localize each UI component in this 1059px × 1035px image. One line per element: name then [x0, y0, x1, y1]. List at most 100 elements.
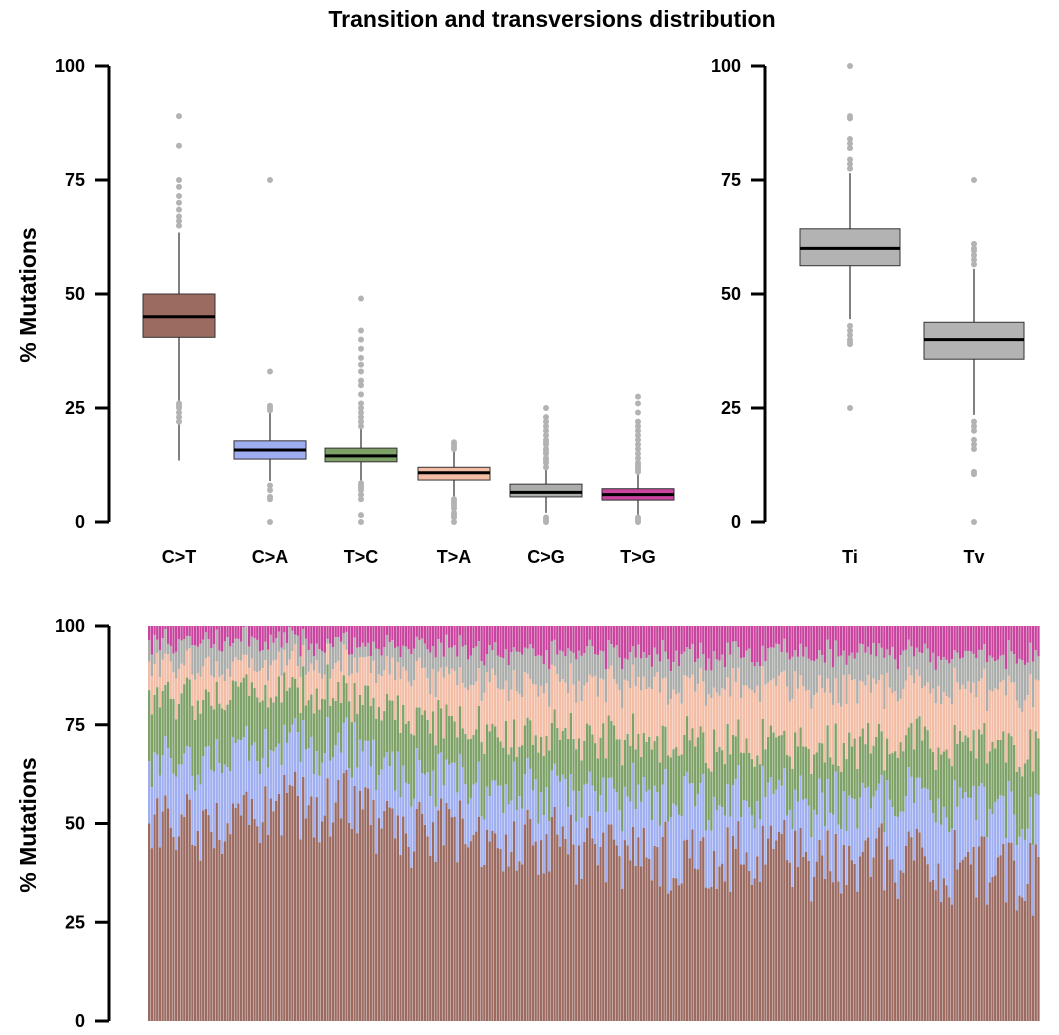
bar-segment-c-to-g	[569, 650, 572, 664]
bar-segment-t-to-g	[672, 626, 675, 663]
bar-segment-c-to-g	[166, 643, 170, 655]
bar-segment-t-to-c	[399, 732, 402, 798]
bar-segment-c-to-g	[639, 658, 643, 691]
bar-segment-t-to-a	[675, 694, 678, 748]
bar-segment-t-to-c	[418, 707, 421, 761]
bar-segment-c-to-t	[453, 816, 456, 1021]
bar-segment-c-to-t	[431, 822, 435, 1021]
bar-segment-c-to-a	[537, 823, 540, 875]
bar-segment-c-to-t	[353, 785, 356, 1021]
bar-segment-t-to-c	[553, 709, 556, 764]
bar-segment-t-to-g	[964, 626, 967, 652]
bar-segment-t-to-a	[175, 678, 178, 720]
bar-segment-t-to-g	[280, 626, 283, 648]
bar-segment-t-to-c	[967, 737, 970, 798]
bar-segment-c-to-g	[1012, 654, 1016, 683]
bar-segment-c-to-t	[220, 853, 224, 1021]
bar-segment-c-to-a	[461, 767, 464, 819]
bar-segment-c-to-a	[723, 815, 727, 882]
bar-segment-c-to-a	[345, 717, 348, 770]
bar-segment-c-to-a	[899, 811, 902, 871]
bar-segment-t-to-g	[202, 626, 205, 640]
bar-segment-t-to-g	[591, 626, 594, 647]
bar-segment-c-to-t	[842, 844, 845, 1021]
bar-segment-t-to-c	[275, 696, 278, 748]
bar-segment-c-to-g	[812, 661, 816, 696]
bar-segment-c-to-a	[480, 816, 483, 867]
bar-segment-c-to-a	[826, 779, 829, 831]
bar-segment-c-to-t	[929, 881, 932, 1021]
bar-segment-c-to-a	[545, 787, 548, 835]
bar-segment-c-to-g	[664, 651, 667, 678]
bar-segment-t-to-c	[488, 731, 491, 797]
bar-segment-c-to-t	[766, 838, 770, 1021]
bar-segment-c-to-g	[218, 650, 221, 677]
bar-segment-t-to-a	[337, 660, 340, 682]
bar-segment-t-to-c	[348, 701, 351, 769]
bar-segment-c-to-g	[621, 669, 624, 709]
bar-segment-t-to-a	[996, 689, 1000, 740]
bar-segment-c-to-g	[726, 642, 729, 678]
bar-segment-t-to-a	[375, 683, 378, 719]
bar-segment-c-to-a	[610, 777, 613, 825]
bar-segment-t-to-g	[675, 626, 678, 651]
bar-segment-t-to-g	[175, 626, 178, 652]
bar-segment-t-to-a	[218, 676, 221, 704]
substitution-category-labels: C>T C>A T>C T>A C>G T>G	[162, 547, 656, 567]
bar-segment-c-to-a	[248, 760, 251, 825]
bar-segment-c-to-g	[421, 638, 424, 668]
bar-segment-c-to-a	[1037, 795, 1040, 857]
bar-segment-c-to-a	[510, 800, 513, 852]
outlier-point	[635, 432, 641, 439]
bar-segment-t-to-g	[480, 626, 483, 662]
bar-segment-c-to-t	[412, 851, 416, 1021]
bar-segment-c-to-t	[442, 845, 445, 1021]
bar-segment-t-to-g	[894, 626, 897, 660]
x-tick-label: C>G	[527, 547, 565, 567]
bar-segment-c-to-t	[1010, 842, 1013, 1021]
bar-segment-c-to-t	[456, 862, 459, 1021]
bar-segment-c-to-a	[512, 761, 516, 822]
bar-segment-t-to-g	[845, 626, 848, 665]
bar-segment-t-to-a	[710, 698, 713, 772]
bar-segment-t-to-c	[564, 727, 567, 780]
outlier-point	[847, 336, 853, 343]
bar-segment-c-to-a	[431, 770, 435, 823]
x-tick-label: T>A	[437, 547, 472, 567]
x-tick-label: Ti	[842, 547, 858, 567]
bar-segment-t-to-c	[404, 723, 408, 783]
bar-segment-t-to-g	[791, 626, 794, 657]
bar-segment-c-to-a	[566, 806, 570, 855]
bar-segment-c-to-a	[983, 786, 986, 837]
bar-segment-c-to-g	[331, 647, 335, 670]
bar-segment-c-to-t	[488, 841, 491, 1021]
bar-segment-t-to-c	[756, 755, 759, 802]
bar-segment-t-to-c	[372, 697, 375, 740]
bar-segment-t-to-c	[588, 725, 591, 772]
bar-segment-t-to-a	[483, 692, 486, 754]
outlier-point	[358, 491, 364, 498]
bar-segment-c-to-t	[491, 830, 494, 1021]
bar-segment-c-to-g	[934, 669, 937, 704]
bar-segment-c-to-t	[175, 850, 178, 1021]
bar-segment-t-to-a	[277, 651, 281, 677]
bar-segment-c-to-g	[750, 662, 754, 690]
bar-segment-c-to-t	[150, 848, 153, 1021]
bar-segment-t-to-g	[823, 626, 827, 663]
bar-segment-t-to-c	[164, 684, 167, 737]
bar-segment-c-to-t	[477, 816, 481, 1021]
bar-segment-c-to-t	[272, 811, 275, 1021]
bar-segment-c-to-t	[794, 830, 797, 1021]
bar-segment-c-to-t	[729, 891, 732, 1021]
bar-segment-t-to-c	[193, 719, 197, 791]
bar-segment-t-to-a	[810, 708, 813, 775]
bar-segment-t-to-a	[496, 688, 499, 738]
bar-segment-t-to-g	[712, 626, 716, 651]
bar-segment-c-to-a	[761, 765, 764, 826]
bar-segment-c-to-t	[899, 870, 902, 1021]
bar-segment-t-to-c	[585, 723, 589, 784]
bar-segment-t-to-g	[380, 626, 383, 656]
bar-segment-t-to-a	[721, 688, 724, 751]
bar-segment-c-to-a	[929, 800, 932, 882]
bar-segment-t-to-c	[1002, 731, 1005, 797]
